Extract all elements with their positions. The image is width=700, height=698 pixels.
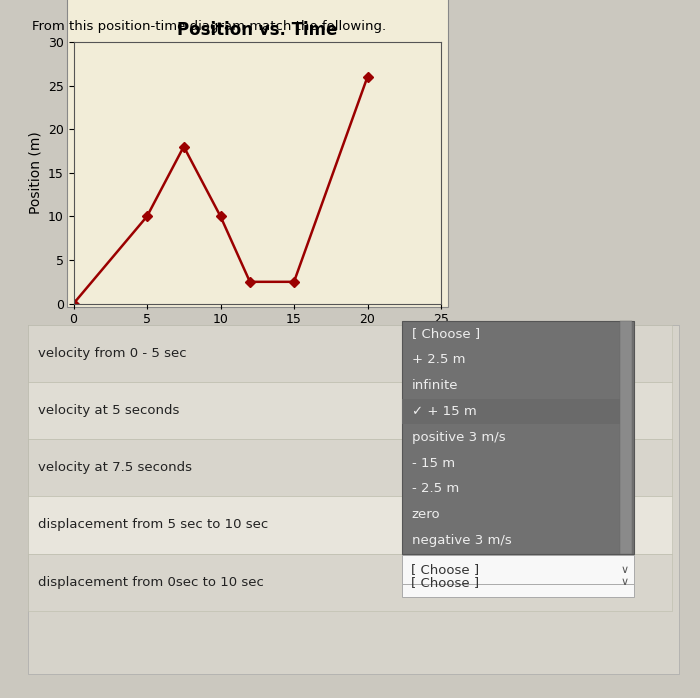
Text: + 2.5 m: + 2.5 m [412, 353, 465, 366]
Text: ∨: ∨ [621, 463, 629, 473]
Y-axis label: Position (m): Position (m) [28, 131, 42, 214]
Text: - 15 m: - 15 m [412, 456, 455, 470]
Text: velocity from 0 - 5 sec: velocity from 0 - 5 sec [38, 347, 187, 359]
Text: positive 3 m/s: positive 3 m/s [412, 431, 505, 444]
Text: zero: zero [412, 508, 440, 521]
Text: infinite: infinite [412, 379, 458, 392]
Text: ∨: ∨ [621, 520, 629, 530]
X-axis label: Time (s): Time (s) [229, 332, 286, 346]
Text: displacement from 0sec to 10 sec: displacement from 0sec to 10 sec [38, 576, 265, 588]
Text: ∨: ∨ [621, 577, 629, 587]
Text: [ Choose ]: [ Choose ] [411, 519, 479, 531]
Text: From this position-time diagram match the following.: From this position-time diagram match th… [32, 20, 386, 33]
Text: velocity at 7.5 seconds: velocity at 7.5 seconds [38, 461, 193, 474]
Text: [ Choose ]: [ Choose ] [412, 327, 480, 341]
Text: [ Choose ]: [ Choose ] [411, 576, 479, 588]
Text: ∨: ∨ [621, 565, 629, 574]
Text: ✓ + 15 m: ✓ + 15 m [412, 405, 476, 418]
Text: [ Choose ]: [ Choose ] [411, 563, 479, 576]
Text: [ Choose ]: [ Choose ] [411, 461, 479, 474]
Text: displacement from 5 sec to 10 sec: displacement from 5 sec to 10 sec [38, 519, 269, 531]
Text: velocity at 5 seconds: velocity at 5 seconds [38, 404, 180, 417]
Title: Position vs. Time: Position vs. Time [177, 21, 337, 39]
Text: - 2.5 m: - 2.5 m [412, 482, 459, 496]
Text: negative 3 m/s: negative 3 m/s [412, 534, 511, 547]
